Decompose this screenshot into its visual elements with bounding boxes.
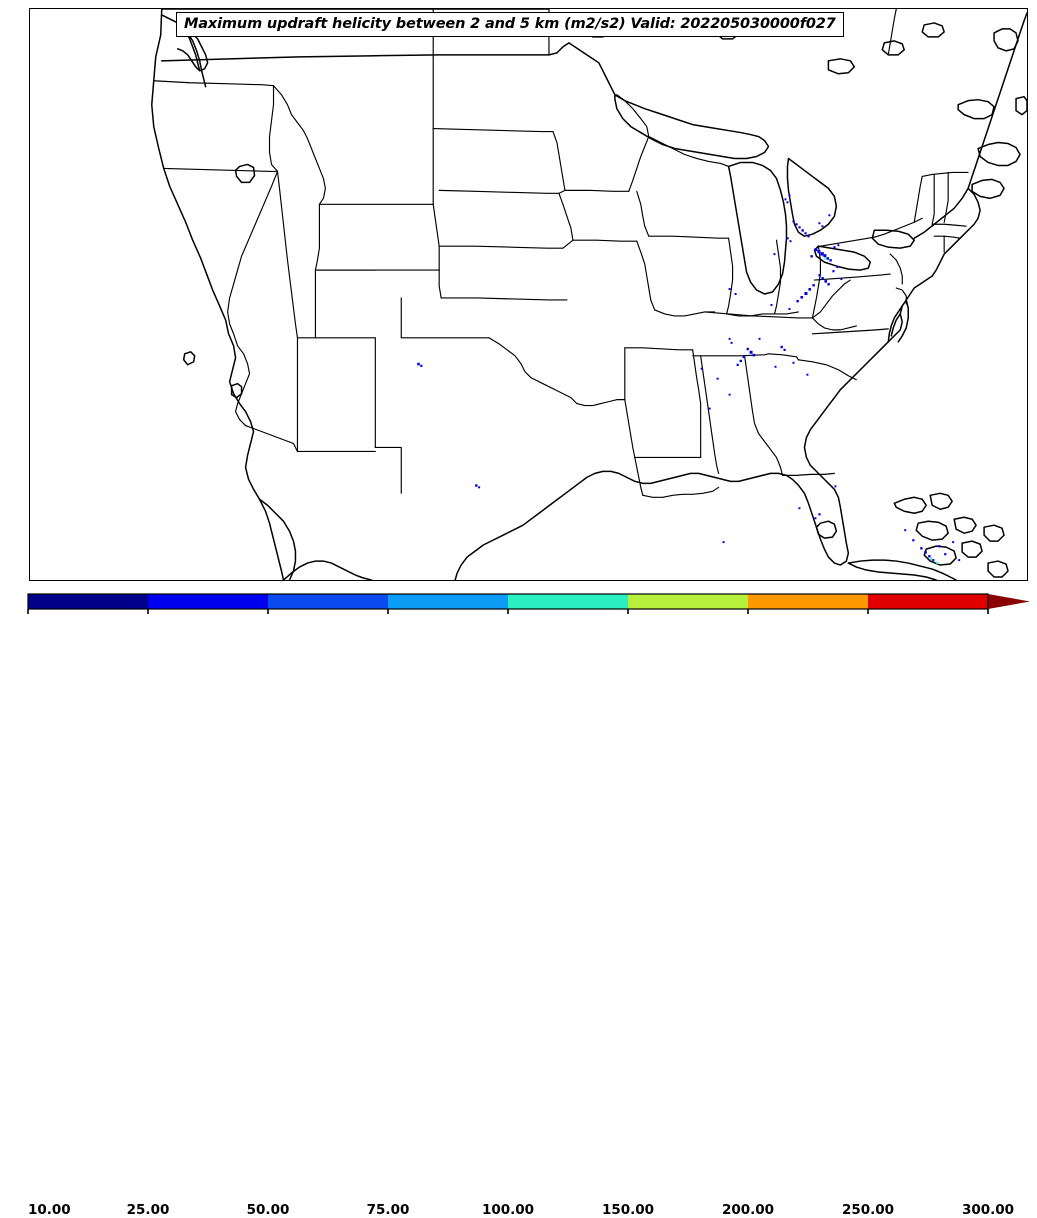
colorbar-tick-label: 25.00 (126, 1202, 170, 1218)
colorbar-tick-label: 200.00 (721, 1202, 775, 1218)
colorbar-over-arrow (988, 594, 1030, 609)
colorbar-tick-group (27, 609, 989, 614)
colorbar-swatches (27, 593, 1030, 614)
map-title-text: Maximum updraft helicity between 2 and 5… (184, 16, 836, 32)
colorbar-segment (628, 594, 748, 609)
colorbar: 10.00 25.00 50.00 75.00 100.00 150.00 200.00 25… (0, 588, 1037, 1218)
colorbar-tick-label: 75.00 (366, 1202, 410, 1218)
colorbar-segment (28, 594, 148, 609)
colorbar-tick-label: 100.00 (481, 1202, 535, 1218)
colorbar-tick-label: 10.00 (28, 1202, 71, 1218)
map-panel (29, 8, 1028, 581)
colorbar-segment (508, 594, 628, 609)
map-geography (151, 9, 1027, 580)
colorbar-segment (268, 594, 388, 609)
colorbar-tick-label: 300.00 (961, 1202, 1015, 1218)
colorbar-tick-label: 250.00 (841, 1202, 895, 1218)
map-title-box: Maximum updraft helicity between 2 and 5… (176, 12, 844, 37)
colorbar-segment (148, 594, 268, 609)
coastline-layer (151, 9, 1027, 580)
state-boundary-layer (153, 9, 969, 498)
colorbar-segment (868, 594, 988, 609)
colorbar-segment (748, 594, 868, 609)
colorbar-segment-group (28, 594, 988, 609)
colorbar-outline (27, 593, 989, 610)
colorbar-tick-label: 50.00 (246, 1202, 290, 1218)
colorbar-tick-label: 150.00 (601, 1202, 655, 1218)
updraft-helicity-data (417, 194, 961, 565)
colorbar-segment (388, 594, 508, 609)
weather-map-figure: Maximum updraft helicity between 2 and 5… (0, 8, 1037, 1218)
